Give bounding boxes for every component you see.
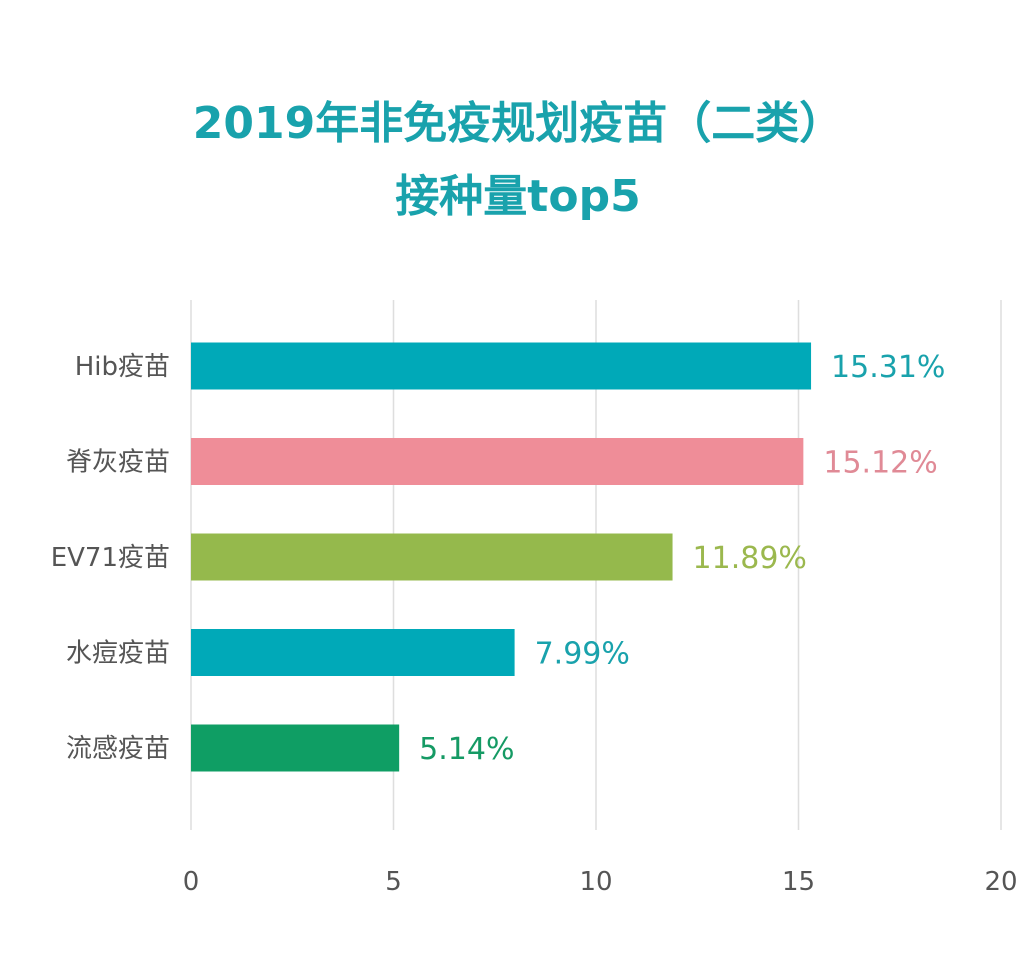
value-label-2: 15.12% xyxy=(823,446,937,481)
value-label-5: 5.14% xyxy=(419,732,514,767)
category-label-3: EV71疫苗 xyxy=(51,543,170,573)
x-tick-label-15: 15 xyxy=(782,867,815,897)
value-label-3: 11.89% xyxy=(693,541,807,576)
bar-4 xyxy=(191,629,515,676)
bar-3 xyxy=(191,534,673,581)
x-tick-label-5: 5 xyxy=(385,867,402,897)
bar-1 xyxy=(191,343,811,390)
category-label-4: 水痘疫苗 xyxy=(66,639,170,669)
bar-2 xyxy=(191,438,803,485)
value-label-4: 7.99% xyxy=(535,637,630,672)
value-label-1: 15.31% xyxy=(831,350,945,385)
category-label-5: 流感疫苗 xyxy=(66,734,170,764)
x-tick-label-10: 10 xyxy=(579,867,612,897)
x-tick-label-0: 0 xyxy=(183,867,200,897)
x-axis-tick-labels: 0 5 10 15 20 xyxy=(183,867,1018,897)
category-label-1: Hib疫苗 xyxy=(75,352,170,382)
bar-chart: Hib疫苗脊灰疫苗 EV71疫苗水痘疫苗流感疫苗 15.31% 15.12% 11.8… xyxy=(0,0,1036,955)
bar-5 xyxy=(191,725,399,772)
x-tick-label-20: 20 xyxy=(984,867,1017,897)
category-label-2: 脊灰疫苗 xyxy=(66,448,170,478)
